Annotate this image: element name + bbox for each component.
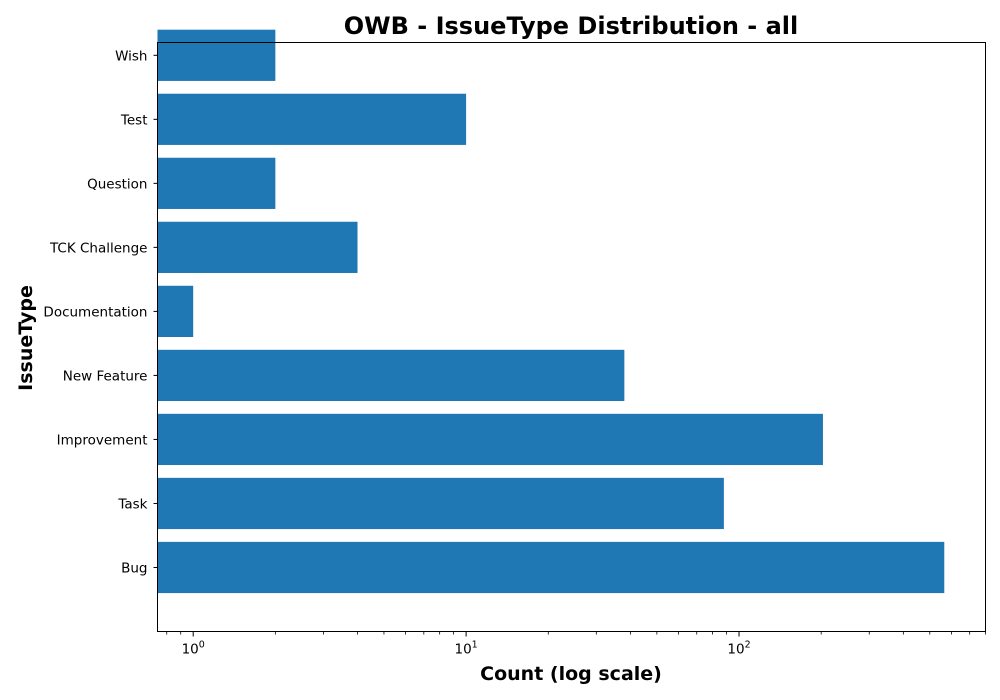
- y-axis-ticks: Bug Task Improvement New Feature Documentati…: [43, 48, 158, 576]
- y-tick-label: Bug: [121, 560, 147, 576]
- y-tick-label: Task: [117, 496, 147, 512]
- x-tick-label: 101: [454, 640, 477, 658]
- plot-frame: [157, 42, 986, 632]
- y-tick-label: Documentation: [43, 304, 147, 320]
- y-tick-label: TCK Challenge: [49, 240, 148, 256]
- x-axis-label: Count (log scale): [480, 663, 662, 685]
- x-tick-label: 100: [182, 640, 205, 658]
- y-tick-label: New Feature: [63, 368, 148, 384]
- x-axis-ticks: 100 101 102: [166, 631, 986, 658]
- bars-layer: [157, 29, 945, 594]
- y-tick-label: Wish: [115, 48, 147, 64]
- bar-documentation: [157, 285, 194, 337]
- bar-new-feature: [157, 349, 625, 402]
- bar-improvement: [157, 413, 823, 466]
- y-axis-label: IssueType: [15, 285, 37, 391]
- bar-task: [157, 477, 724, 530]
- y-tick-label: Test: [120, 112, 148, 128]
- y-tick-label: Question: [87, 176, 147, 192]
- bar-wish: [157, 29, 276, 81]
- bar-tck-challenge: [157, 221, 358, 273]
- chart-title: OWB - IssueType Distribution - all: [344, 12, 799, 40]
- y-tick-label: Improvement: [57, 432, 148, 448]
- bar-question: [157, 157, 276, 209]
- x-tick-label: 102: [727, 640, 750, 658]
- bar-bug: [157, 541, 945, 594]
- bar-test: [157, 93, 467, 145]
